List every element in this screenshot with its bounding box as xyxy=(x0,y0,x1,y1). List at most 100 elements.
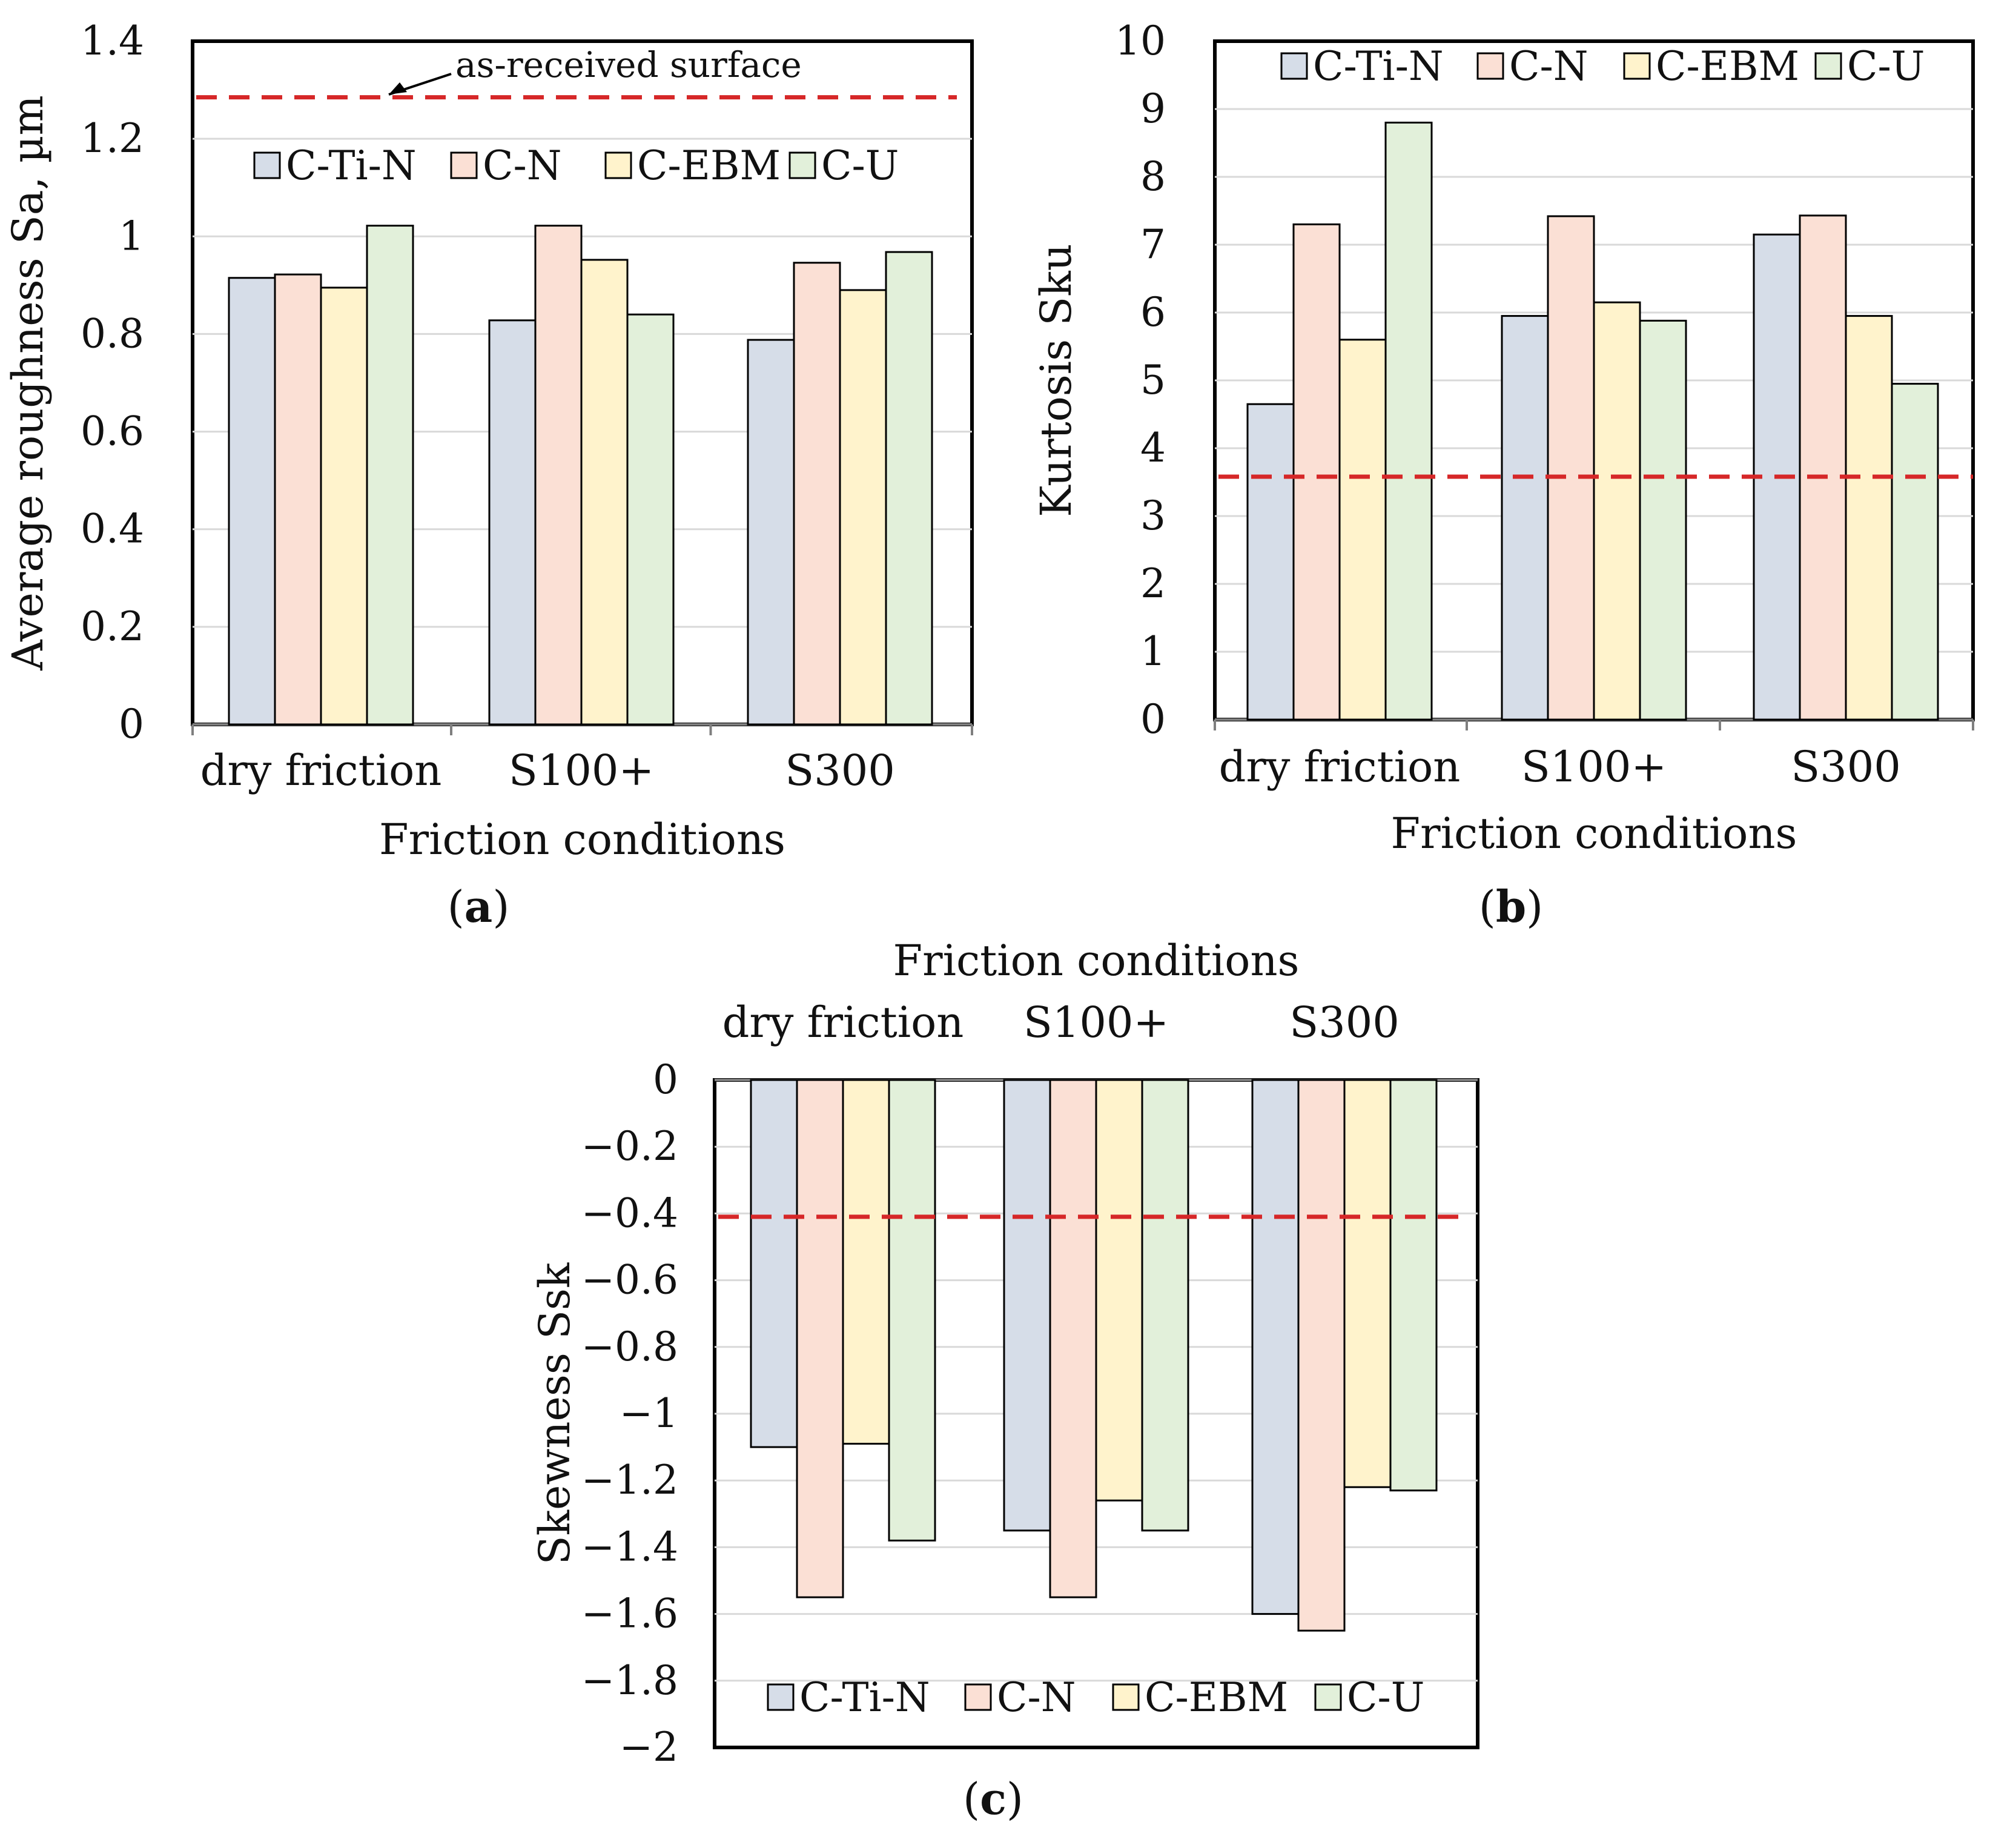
category-label: S100+ xyxy=(509,746,654,795)
y-axis-title: Skewness Ssk xyxy=(530,1262,580,1565)
y-axis-title: Kurtosis Sku xyxy=(1031,243,1081,517)
y-tick-label: −0.6 xyxy=(581,1257,678,1303)
bar-c-ebm-1 xyxy=(842,1079,890,1445)
legend-label: C-U xyxy=(821,142,899,189)
bar-c-ebm-3 xyxy=(839,289,887,726)
bar-c-u-2 xyxy=(1639,319,1687,721)
bar-c-n-3 xyxy=(793,262,841,726)
bar-c-n-3 xyxy=(1799,214,1847,721)
bar-c-ebm-2 xyxy=(1095,1079,1143,1502)
bar-c-u-3 xyxy=(1891,383,1939,721)
bar-c-n-2 xyxy=(1049,1079,1097,1598)
category-label: S100+ xyxy=(1023,998,1169,1047)
legend-label: C-U xyxy=(1847,43,1925,90)
y-tick-label: 0.2 xyxy=(81,603,144,650)
category-label: S100+ xyxy=(1521,742,1667,792)
y-tick-label: 9 xyxy=(1140,85,1166,132)
legend-swatch xyxy=(1476,52,1504,80)
bar-c-n-2 xyxy=(1547,215,1595,721)
bar-c-n-3 xyxy=(1297,1079,1346,1632)
legend-label: C-N xyxy=(483,142,562,189)
bar-c-ti-n-2 xyxy=(488,319,537,726)
category-label: S300 xyxy=(1289,998,1400,1047)
y-tick-label: −1.4 xyxy=(581,1523,678,1570)
bar-c-ebm-3 xyxy=(1343,1079,1392,1488)
y-tick-label: 8 xyxy=(1140,153,1166,200)
bar-c-n-1 xyxy=(274,273,322,726)
bar-c-ti-n-3 xyxy=(747,339,795,726)
panel-letter: c xyxy=(980,1773,1007,1824)
legend-label: C-EBM xyxy=(1145,1674,1288,1721)
bar-c-ebm-1 xyxy=(320,286,368,726)
bar-c-n-1 xyxy=(796,1079,844,1598)
legend-swatch xyxy=(1112,1683,1140,1711)
category-label: dry friction xyxy=(722,998,964,1047)
y-tick-label: −0.4 xyxy=(581,1190,678,1236)
y-tick-label: 0.6 xyxy=(81,408,144,455)
y-tick-label: −1.8 xyxy=(581,1657,678,1704)
legend-swatch xyxy=(964,1683,992,1711)
legend-label: C-EBM xyxy=(1656,43,1799,90)
legend-swatch xyxy=(253,151,281,179)
bar-c-ti-n-1 xyxy=(228,277,276,726)
legend-label: C-Ti-N xyxy=(1313,43,1444,90)
y-tick-label: −0.2 xyxy=(581,1123,678,1170)
legend-swatch xyxy=(1623,52,1651,80)
category-label: S300 xyxy=(1791,742,1901,792)
legend-swatch xyxy=(1314,1683,1342,1711)
y-tick-label: 0.4 xyxy=(81,506,144,552)
y-tick-label: −1.6 xyxy=(581,1591,678,1637)
x-axis-title: Friction conditions xyxy=(379,815,785,864)
y-tick-label: 4 xyxy=(1140,425,1166,471)
y-tick-label: −1 xyxy=(620,1390,678,1437)
x-axis-title: Friction conditions xyxy=(893,936,1300,985)
annotation-arrowhead xyxy=(389,82,407,94)
legend-swatch xyxy=(1280,52,1308,80)
panel-label: (a) xyxy=(448,881,510,932)
legend-swatch xyxy=(450,151,478,179)
bar-c-ti-n-3 xyxy=(1251,1079,1300,1615)
panel-label: (c) xyxy=(963,1773,1023,1824)
legend-swatch xyxy=(604,151,632,179)
chart-b-kurtosis: 0 1 2 3 4 5 6 7 8 9 10 dry friction S100+ S300 Frictio… xyxy=(1031,18,1975,932)
y-tick-label: 1 xyxy=(1140,628,1166,675)
y-tick-label: 1.2 xyxy=(81,115,144,162)
bar-c-u-1 xyxy=(366,225,414,726)
y-tick-label: 0 xyxy=(653,1056,678,1103)
bar-c-ti-n-2 xyxy=(1003,1079,1051,1532)
category-label: dry friction xyxy=(1219,742,1461,792)
bar-c-ti-n-1 xyxy=(750,1079,798,1448)
category-label: dry friction xyxy=(200,746,442,795)
bar-c-ebm-3 xyxy=(1845,315,1893,721)
y-tick-label: 0 xyxy=(119,701,144,747)
bar-c-ebm-2 xyxy=(1593,301,1641,721)
y-tick-label: 10 xyxy=(1115,18,1166,64)
category-label: S300 xyxy=(785,746,895,795)
legend-label: C-Ti-N xyxy=(799,1674,930,1721)
chart-a-average-roughness: 0 0.2 0.4 0.6 0.8 1 1.2 1.4 as-received surface d… xyxy=(3,18,974,932)
y-tick-label: 1 xyxy=(119,213,144,259)
bar-c-u-2 xyxy=(626,313,675,726)
bar-c-u-2 xyxy=(1141,1079,1189,1532)
y-tick-label: 6 xyxy=(1140,289,1166,336)
bar-c-ti-n-2 xyxy=(1501,315,1549,721)
bar-c-u-3 xyxy=(1389,1079,1438,1492)
legend-label: C-U xyxy=(1347,1674,1424,1721)
bar-c-ebm-1 xyxy=(1338,339,1387,721)
legend-label: C-N xyxy=(1509,43,1588,90)
bar-c-u-3 xyxy=(885,251,933,726)
y-tick-label: −2 xyxy=(620,1724,678,1770)
legend-label: C-N xyxy=(997,1674,1076,1721)
bar-c-u-1 xyxy=(1384,121,1433,721)
y-tick-label: −0.8 xyxy=(581,1323,678,1370)
annotation-label: as-received surface xyxy=(455,44,802,85)
bar-c-n-1 xyxy=(1292,223,1341,721)
panel-letter: b xyxy=(1496,881,1526,932)
y-tick-label: 1.4 xyxy=(81,18,144,64)
legend-swatch xyxy=(767,1683,795,1711)
chart-c-skewness: 0 −0.2 −0.4 −0.6 −0.8 −1 −1.2 −1.4 −1.6 −1.8 −2 dry… xyxy=(530,936,1479,1824)
y-tick-label: 2 xyxy=(1140,560,1166,607)
legend-swatch xyxy=(1814,52,1842,80)
bar-c-ebm-2 xyxy=(580,259,629,726)
